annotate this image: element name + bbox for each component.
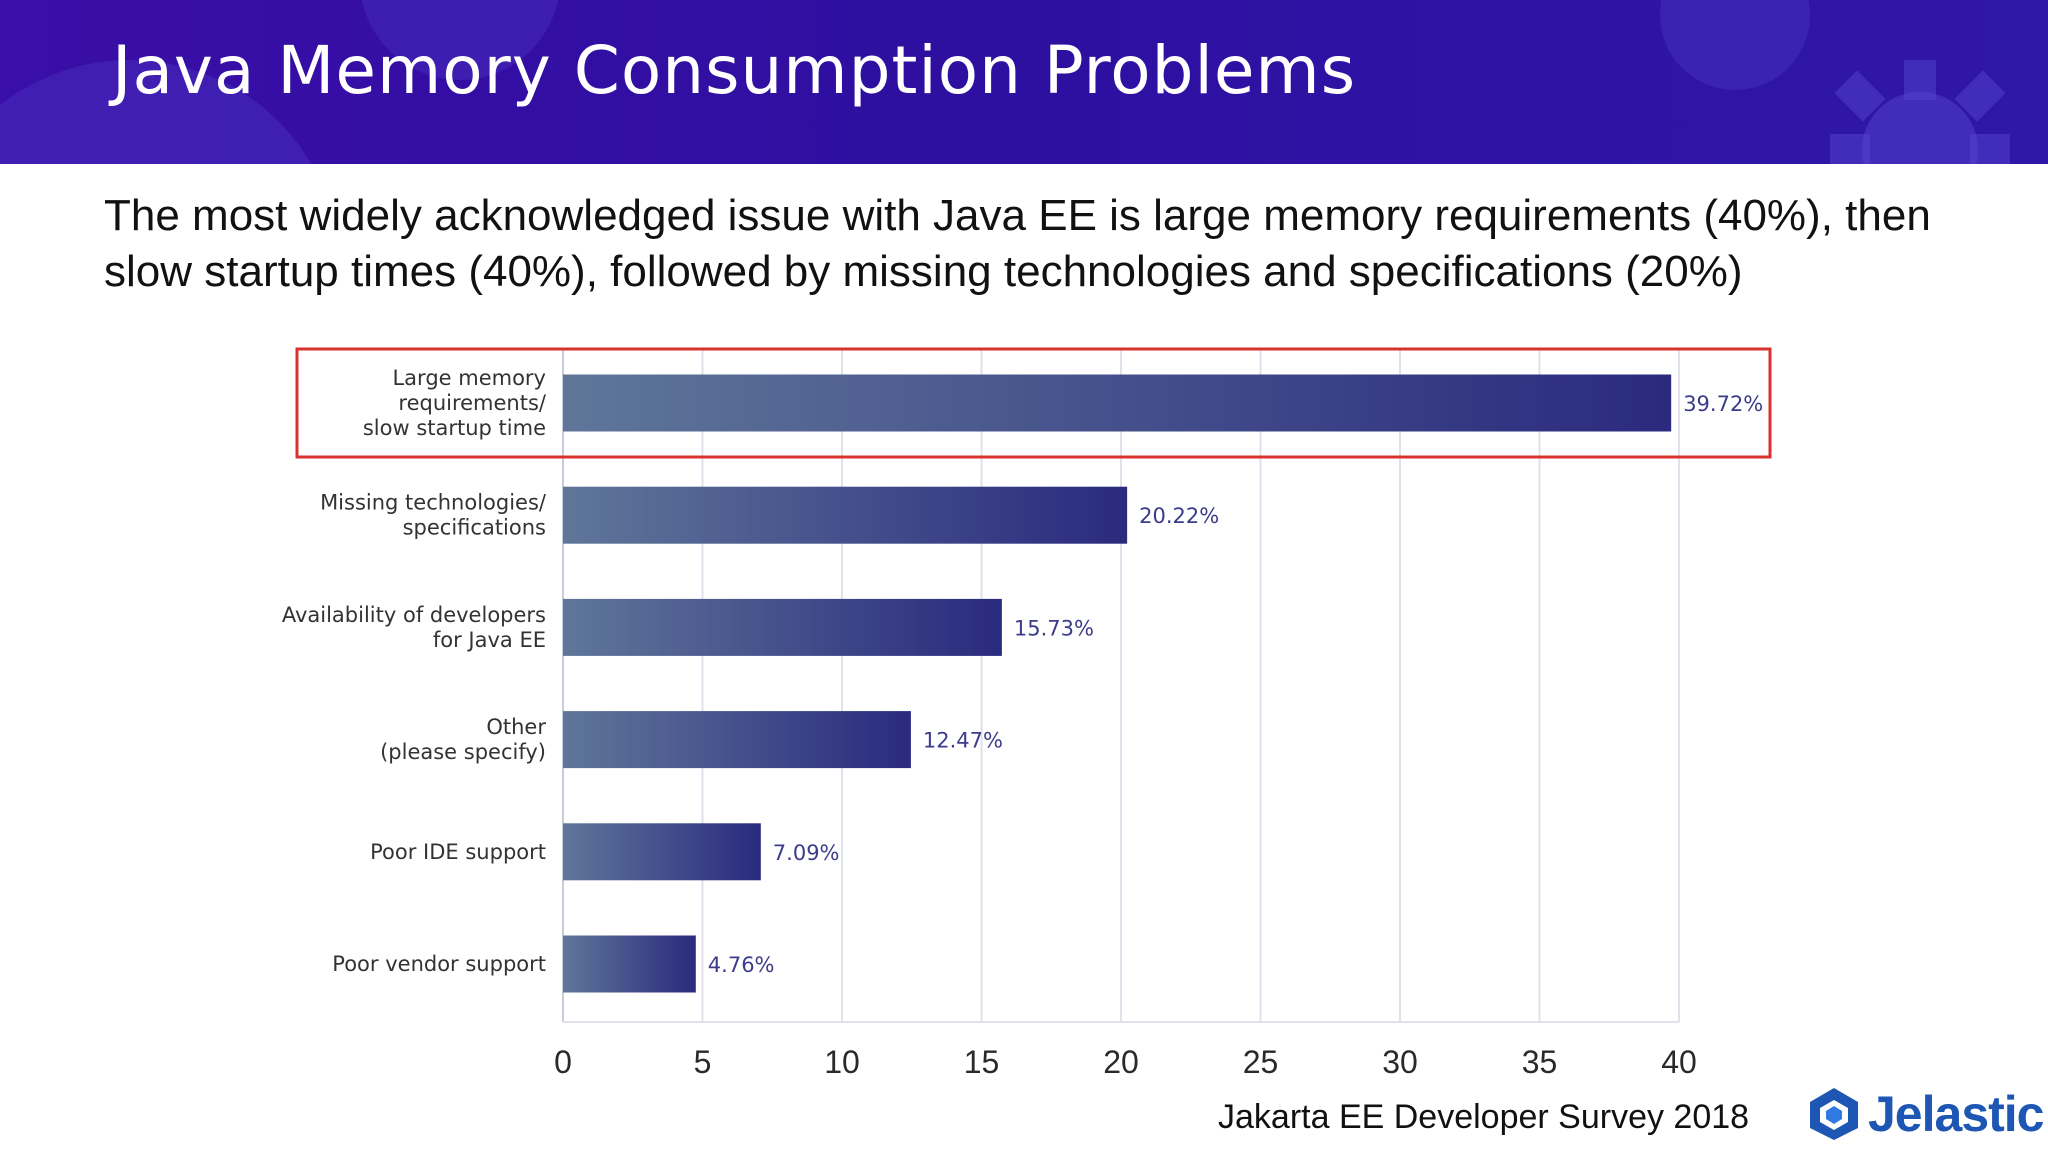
data-label: 39.72% bbox=[1683, 392, 1763, 416]
page-title: Java Memory Consumption Problems bbox=[112, 32, 1357, 109]
data-label: 4.76% bbox=[708, 953, 775, 977]
bar bbox=[563, 486, 1128, 544]
data-label: 20.22% bbox=[1139, 504, 1219, 528]
source-citation: Jakarta EE Developer Survey 2018 bbox=[1218, 1098, 1750, 1136]
category-label-line: slow startup time bbox=[363, 416, 546, 440]
bar bbox=[563, 711, 911, 769]
x-tick-label: 25 bbox=[1243, 1044, 1279, 1080]
data-label: 12.47% bbox=[923, 729, 1003, 753]
slide-subtitle: The most widely acknowledged issue with … bbox=[104, 191, 1931, 296]
x-tick-label: 10 bbox=[824, 1044, 860, 1080]
category-label: Poor IDE support bbox=[370, 840, 546, 864]
category-label-line: Poor IDE support bbox=[370, 840, 546, 864]
x-tick-label: 20 bbox=[1103, 1044, 1139, 1080]
category-label-line: Large memory bbox=[392, 366, 546, 390]
category-label: Availability of developers for Java EE bbox=[282, 603, 546, 652]
category-label-line: requirements/ bbox=[398, 391, 547, 415]
data-label: 15.73% bbox=[1014, 616, 1094, 640]
logo-cube-icon bbox=[1810, 1088, 1858, 1140]
x-tick-label: 30 bbox=[1382, 1044, 1418, 1080]
slide-header: Java Memory Consumption Problems bbox=[0, 0, 2048, 164]
x-tick-label: 5 bbox=[694, 1044, 712, 1080]
category-label: Poor vendor support bbox=[332, 952, 546, 976]
x-tick-label: 0 bbox=[554, 1044, 572, 1080]
bar bbox=[563, 374, 1672, 432]
chart-labels: 39.72% Large memory requirements/slow star… bbox=[282, 366, 1763, 977]
category-label-line: specifications bbox=[403, 516, 546, 540]
x-tick-label: 35 bbox=[1522, 1044, 1558, 1080]
category-label-line: Availability of developers bbox=[282, 603, 546, 627]
category-label-line: Missing technologies/ bbox=[320, 491, 547, 515]
highlight-rectangle bbox=[295, 347, 1772, 459]
chart-bars bbox=[563, 374, 1672, 993]
x-tick-label: 40 bbox=[1661, 1044, 1697, 1080]
category-label-line: Other bbox=[486, 715, 546, 739]
data-label: 7.09% bbox=[773, 841, 840, 865]
bar bbox=[563, 935, 696, 993]
x-tick-label: 15 bbox=[964, 1044, 1000, 1080]
bar bbox=[563, 823, 761, 881]
category-label: Missing technologies/specifications bbox=[320, 491, 547, 540]
category-label-line: Poor vendor support bbox=[332, 952, 546, 976]
chart-grid bbox=[562, 350, 1680, 1023]
logo-text: Jelastic bbox=[1868, 1086, 2044, 1142]
highlight-box bbox=[295, 347, 1772, 459]
category-label: Large memory requirements/slow startup ti… bbox=[363, 366, 547, 440]
category-label-line: for Java EE bbox=[433, 628, 546, 652]
bar bbox=[563, 598, 1002, 656]
chart-x-axis: 0 5 10 15 20 25 30 35 40 bbox=[554, 1044, 1697, 1080]
gear-icon bbox=[1830, 60, 2010, 164]
category-label: Other (please specify) bbox=[380, 715, 546, 764]
jelastic-logo: Jelastic bbox=[1808, 1084, 2044, 1144]
category-label-line: (please specify) bbox=[380, 740, 546, 764]
